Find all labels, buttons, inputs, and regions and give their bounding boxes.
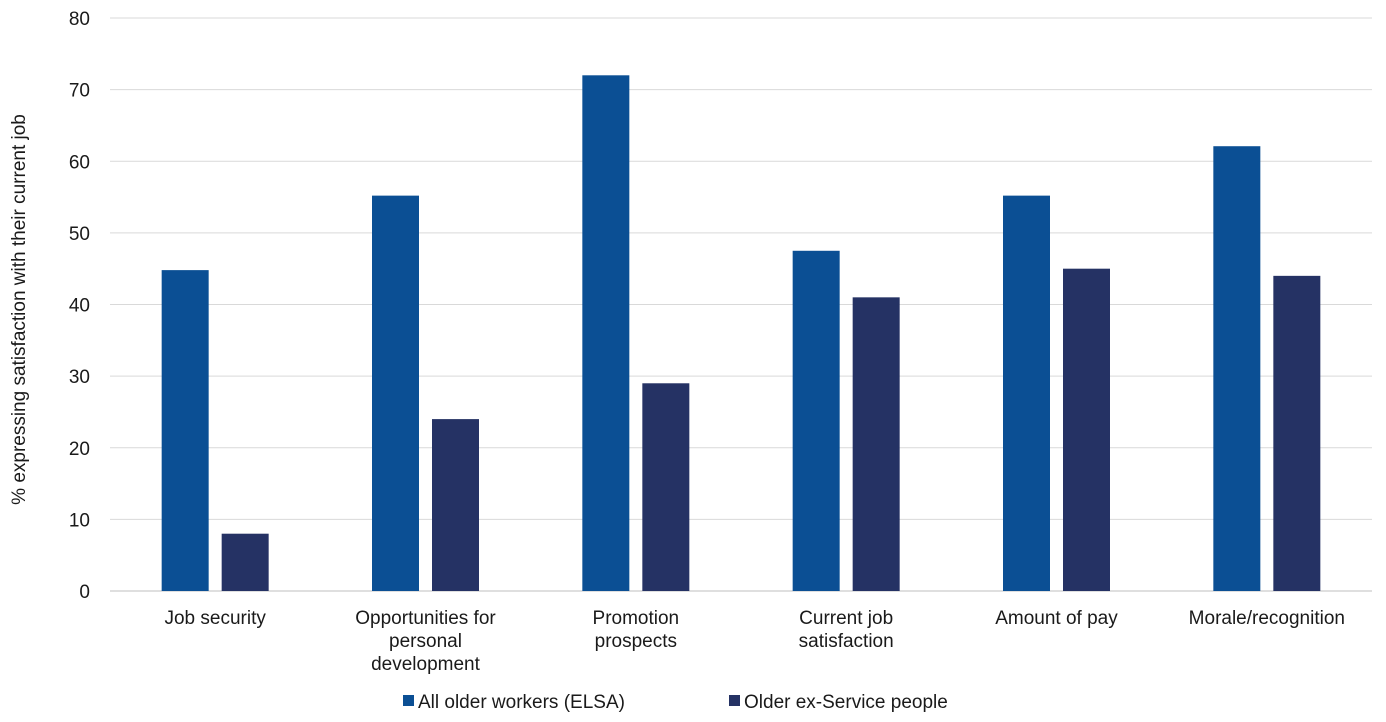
legend-swatch [403,695,414,706]
bar-series-1-category-4 [792,250,840,591]
x-tick-label-line: Morale/recognition [1189,608,1345,629]
x-tick-label-line: prospects [595,631,677,652]
y-tick-label: 60 [69,152,90,173]
bar-series-2-category-1 [221,533,269,591]
x-tick-label: Morale/recognition [1189,608,1345,629]
x-tick-label: Amount of pay [995,608,1118,629]
bar-series-2-category-4 [852,297,900,591]
bar-series-2-category-6 [1273,275,1321,591]
x-tick-label: Promotion prospects [593,608,680,652]
y-tick-label: 70 [69,81,90,102]
bars [161,75,1321,592]
x-tick-label-line: Promotion [593,608,680,629]
x-tick-label-line: Job security [164,608,266,629]
x-tick-label-line: development [371,654,481,675]
bar-series-2-category-5 [1063,268,1110,591]
bar-series-1-category-1 [161,270,209,591]
x-tick-label: Current job satisfaction [799,608,894,652]
x-tick-label-line: satisfaction [799,631,894,652]
bar-series-1-category-5 [1003,195,1050,591]
y-tick-label: 40 [69,296,90,317]
x-tick-label-line: Current job [799,608,893,629]
y-tick-label: 20 [69,439,90,460]
y-tick-label: 50 [69,224,90,245]
legend-label: All older workers (ELSA) [418,692,625,713]
x-tick-label-line: personal [389,631,462,652]
gridlines [110,17,1372,592]
y-tick-label: 10 [69,510,90,531]
bar-series-1-category-6 [1213,146,1261,592]
legend-label: Older ex-Service people [744,692,948,713]
legend-swatch [729,695,740,706]
y-tick-label: 80 [69,9,90,30]
bar-series-2-category-2 [432,419,479,591]
x-tick-label-line: Opportunities for [355,608,496,629]
y-tick-label: 0 [79,582,90,603]
x-tick-label: Job security [164,608,266,629]
x-axis-tick-labels: Job security Opportunities for personal dev… [164,608,1345,675]
y-tick-label: 30 [69,367,90,388]
bar-series-2-category-3 [642,383,690,591]
legend: All older workers (ELSA) Older ex-Service… [403,692,948,713]
bar-series-1-category-3 [582,75,630,592]
x-tick-label: Opportunities for personal development [355,608,496,675]
y-axis-tick-labels: 0 10 20 30 40 50 60 70 80 [69,9,90,603]
y-axis-title: % expressing satisfaction with their cur… [9,114,30,505]
x-tick-label-line: Amount of pay [995,608,1118,629]
bar-series-1-category-2 [372,195,419,591]
